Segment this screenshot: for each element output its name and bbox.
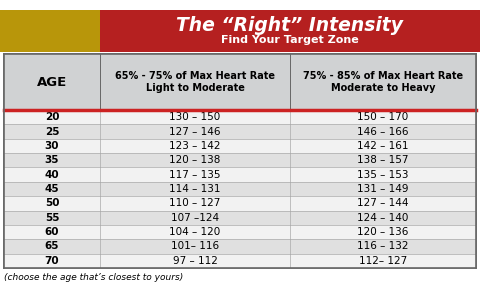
Text: 146 – 166: 146 – 166 [357,127,409,136]
Bar [4,139,476,153]
Text: 55: 55 [45,213,59,223]
Bar [4,254,476,268]
Text: 65: 65 [45,241,59,251]
Text: 110 – 127: 110 – 127 [169,198,221,208]
Text: 150 – 170: 150 – 170 [358,112,408,122]
Text: 142 – 161: 142 – 161 [357,141,409,151]
Text: 120 – 136: 120 – 136 [357,227,408,237]
Text: Find Your Target Zone: Find Your Target Zone [221,35,359,45]
Text: 30: 30 [45,141,59,151]
Text: 127 – 144: 127 – 144 [357,198,409,208]
Text: 45: 45 [45,184,60,194]
Text: (choose the age that’s closest to yours): (choose the age that’s closest to yours) [4,273,183,283]
Text: 50: 50 [45,198,59,208]
Bar [4,54,476,268]
Bar [4,239,476,254]
Text: 40: 40 [45,170,60,180]
Bar [4,167,476,182]
Text: 131 – 149: 131 – 149 [357,184,409,194]
Bar [0,10,100,52]
Text: The “Right” Intensity: The “Right” Intensity [177,16,404,36]
Bar [4,54,476,110]
Text: 130 – 150: 130 – 150 [169,112,221,122]
Text: 123 – 142: 123 – 142 [169,141,221,151]
Text: 25: 25 [45,127,59,136]
Bar [4,124,476,139]
Text: 127 – 146: 127 – 146 [169,127,221,136]
Text: 117 – 135: 117 – 135 [169,170,221,180]
Text: 114 – 131: 114 – 131 [169,184,221,194]
Text: 20: 20 [45,112,59,122]
Bar [4,196,476,211]
Text: 60: 60 [45,227,59,237]
Bar [4,211,476,225]
Text: 70: 70 [45,256,60,266]
Text: 101– 116: 101– 116 [171,241,219,251]
Text: 35: 35 [45,155,59,165]
Text: 135 – 153: 135 – 153 [357,170,409,180]
Bar [4,153,476,167]
Bar [4,110,476,124]
Bar [4,182,476,196]
Text: 138 – 157: 138 – 157 [357,155,409,165]
Text: 116 – 132: 116 – 132 [357,241,409,251]
Text: 120 – 138: 120 – 138 [169,155,221,165]
Text: 124 – 140: 124 – 140 [357,213,408,223]
Text: 65% - 75% of Max Heart Rate
Light to Moderate: 65% - 75% of Max Heart Rate Light to Mod… [115,71,275,93]
Bar [100,10,480,52]
Text: AGE: AGE [37,75,67,88]
Text: 75% - 85% of Max Heart Rate
Moderate to Heavy: 75% - 85% of Max Heart Rate Moderate to … [303,71,463,93]
Text: 97 – 112: 97 – 112 [173,256,217,266]
Text: 107 –124: 107 –124 [171,213,219,223]
Text: 112– 127: 112– 127 [359,256,407,266]
Bar [4,225,476,239]
Text: 104 – 120: 104 – 120 [169,227,221,237]
